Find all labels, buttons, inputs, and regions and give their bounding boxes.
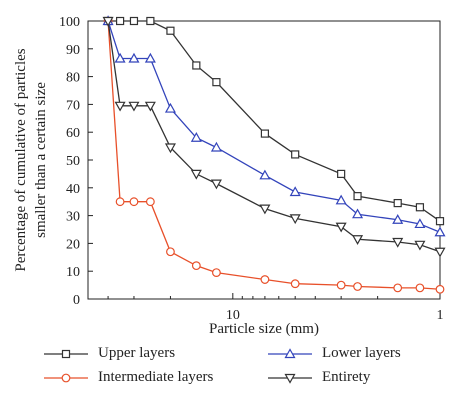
data-point [164, 143, 176, 154]
data-point [212, 268, 221, 277]
data-point [289, 214, 301, 225]
data-point [335, 194, 347, 205]
data-point [415, 283, 425, 293]
data-point [335, 222, 347, 233]
data-point [129, 197, 139, 207]
data-point [393, 283, 403, 293]
y-tick-label: 100 [59, 15, 80, 30]
data-point [289, 186, 301, 197]
series-intermediate-layers [103, 16, 445, 294]
data-point [210, 179, 222, 190]
data-point [144, 101, 156, 112]
data-point [260, 129, 270, 138]
data-point [166, 247, 175, 257]
y-tick-label: 60 [66, 126, 80, 141]
data-point [353, 282, 362, 291]
data-point [114, 52, 126, 63]
y-tick-label: 50 [66, 154, 80, 169]
data-point [353, 192, 362, 201]
data-point [414, 240, 426, 251]
data-point [115, 16, 125, 26]
data-point [128, 52, 140, 63]
data-point [212, 78, 221, 87]
series-line [107, 20, 441, 233]
x-axis-label: Particle size (mm) [209, 321, 319, 337]
y-tick-label: 10 [66, 265, 80, 280]
data-point [291, 150, 300, 159]
data-point [434, 226, 446, 237]
data-point [434, 247, 446, 258]
data-point [166, 26, 175, 35]
data-point [392, 214, 404, 224]
y-tick-label: 30 [66, 210, 80, 225]
data-point [393, 198, 402, 208]
data-point [290, 279, 300, 289]
y-axis-label: smaller than a certain size [33, 82, 49, 238]
y-axis-label: Percentage of cumulative of particles [13, 48, 29, 271]
data-point [192, 61, 201, 70]
x-tick-label: 10 [226, 308, 240, 323]
data-point [102, 16, 114, 27]
data-point [144, 52, 156, 63]
series-upper-layers [103, 16, 445, 226]
data-point [145, 197, 155, 207]
y-tick-label: 80 [66, 71, 80, 86]
data-point [190, 169, 202, 180]
data-point [210, 141, 222, 152]
data-point [191, 261, 201, 271]
y-tick-label: 20 [66, 237, 80, 252]
data-point [352, 235, 364, 245]
series-line [107, 20, 441, 290]
plot-frame [87, 20, 441, 300]
data-point [146, 16, 155, 26]
data-point [260, 275, 270, 284]
data-point [164, 102, 176, 113]
y-tick-label: 90 [66, 43, 80, 58]
data-point [190, 132, 202, 142]
data-point [129, 16, 139, 26]
data-point [435, 217, 445, 226]
data-point [259, 169, 271, 180]
data-point [259, 204, 271, 215]
data-point [352, 208, 364, 219]
data-point [115, 197, 125, 207]
data-point [337, 169, 346, 178]
series-entirety [102, 16, 446, 258]
data-point [414, 218, 426, 229]
data-point [128, 101, 140, 112]
data-point [435, 284, 445, 294]
data-point [336, 280, 346, 290]
data-point [114, 101, 126, 112]
y-tick-label: 40 [66, 182, 80, 197]
y-tick-label: 0 [73, 293, 80, 308]
series-line [107, 20, 441, 253]
data-point [392, 237, 404, 248]
data-point [415, 203, 425, 212]
y-tick-label: 70 [66, 98, 80, 113]
series-lower-layers [102, 15, 446, 237]
x-tick-label: 1 [437, 308, 444, 323]
